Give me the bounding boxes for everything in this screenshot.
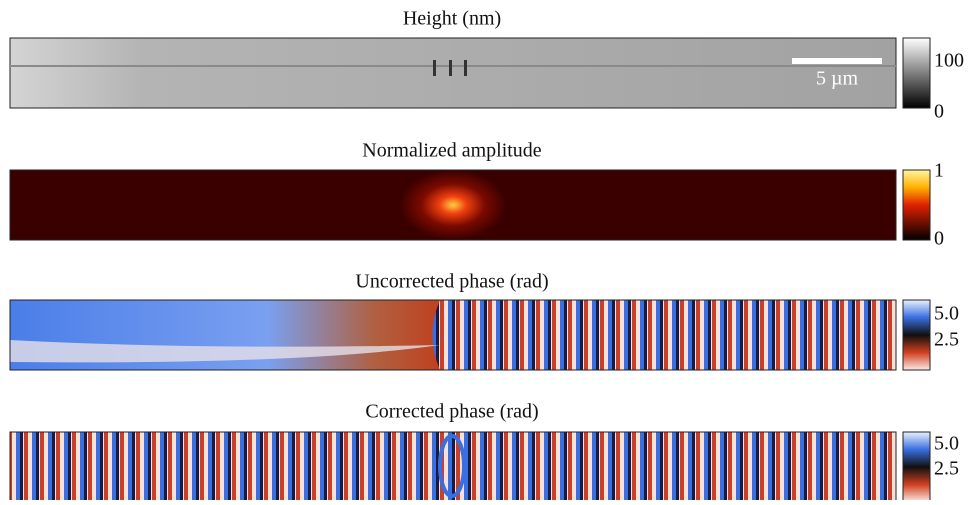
colorbar-tick-label: 2.5 xyxy=(934,329,959,351)
amplitude-map xyxy=(10,170,896,240)
colorbar-tick-label: 2.5 xyxy=(934,458,959,480)
height-map xyxy=(10,38,896,108)
scale-bar-label: 5 µm xyxy=(816,68,859,90)
colorbar-tick-label: 0 xyxy=(934,228,944,250)
panel-title: Uncorrected phase (rad) xyxy=(355,271,548,293)
colorbar-tick-label: 5.0 xyxy=(934,433,959,455)
colorbar xyxy=(903,300,930,370)
colorbar xyxy=(903,432,930,500)
colorbar-tick-label: 0 xyxy=(934,101,944,123)
panel-title: Corrected phase (rad) xyxy=(365,401,538,423)
colorbar xyxy=(903,38,930,108)
corrected-phase-map xyxy=(10,432,896,500)
colorbar xyxy=(903,170,930,240)
colorbar-tick-label: 100 xyxy=(934,50,964,72)
feature xyxy=(449,60,452,76)
figure: Height (nm) 5 µm 100 0 Normalized amplit… xyxy=(0,0,969,500)
panel-title: Height (nm) xyxy=(403,8,501,30)
feature xyxy=(433,60,436,76)
scale-bar xyxy=(792,58,882,64)
colorbar-tick-label: 1 xyxy=(934,160,944,182)
colorbar-tick-label: 5.0 xyxy=(934,303,959,325)
page: {"panels": [ {"title": "Height (nm)", "c… xyxy=(0,0,969,500)
feature xyxy=(464,60,467,76)
panel-title: Normalized amplitude xyxy=(362,140,542,162)
